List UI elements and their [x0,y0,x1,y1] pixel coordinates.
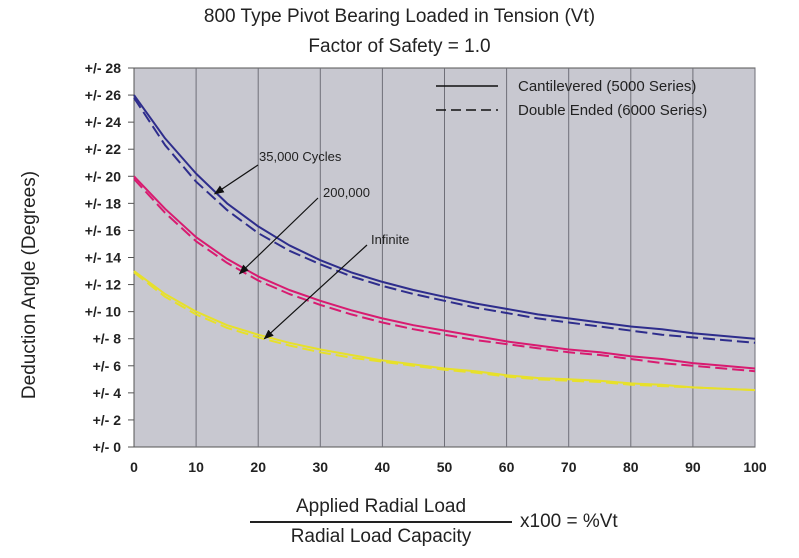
x-tick-label: 90 [685,459,701,475]
series-line-infinite-dashed [133,271,756,392]
annotation-label: Infinite [371,232,409,247]
y-tick-label: +/- 8 [93,331,122,347]
x-tick-label: 50 [437,459,453,475]
x-tick-label: 40 [375,459,391,475]
series-line-infinite-solid [133,270,756,392]
y-tick-label: +/- 22 [85,141,121,157]
y-tick-label: +/- 0 [93,439,122,455]
y-tick-label: +/- 4 [93,385,122,401]
annotation-arrow [238,197,319,275]
x-axis-label-denominator: Radial Load Capacity [290,526,472,547]
x-tick-label: 80 [623,459,639,475]
y-tick-label: +/- 20 [85,168,121,184]
annotation-label: 200,000 [323,185,370,200]
y-tick-label: +/- 18 [85,195,121,211]
x-tick-label: 60 [499,459,515,475]
x-tick-label: 70 [561,459,577,475]
y-tick-label: +/- 6 [93,358,122,374]
x-axis-fraction-bar [250,521,512,523]
chart-subtitle: Factor of Safety = 1.0 [308,36,491,57]
x-tick-label: 30 [313,459,329,475]
x-tick-label: 0 [130,459,138,475]
x-tick-label: 100 [743,459,767,475]
annotation-label: 35,000 Cycles [259,149,342,164]
series-line-200-000-solid [133,175,756,370]
y-tick-label: +/- 14 [85,250,121,266]
y-tick-label: +/- 28 [85,60,121,76]
y-tick-label: +/- 10 [85,304,121,320]
annotation-arrow [263,244,368,340]
y-tick-label: +/- 2 [93,412,122,428]
legend-label: Double Ended (6000 Series) [518,102,707,119]
x-axis-label-numerator: Applied Radial Load [295,496,467,517]
y-tick-label: +/- 26 [85,87,121,103]
series-line-35-000-cycles-dashed [133,97,756,344]
series-line-35-000-cycles-solid [133,94,756,340]
legend-label: Cantilevered (5000 Series) [518,78,696,95]
annotation-arrow [213,164,259,195]
y-tick-label: +/- 24 [85,114,121,130]
x-axis-label-suffix: x100 = %Vt [520,511,618,532]
y-tick-label: +/- 12 [85,277,121,293]
x-tick-label: 20 [250,459,266,475]
chart-title: 800 Type Pivot Bearing Loaded in Tension… [203,6,596,27]
y-tick-label: +/- 16 [85,222,121,238]
series-line-200-000-dashed [133,178,756,373]
x-tick-label: 10 [188,459,204,475]
